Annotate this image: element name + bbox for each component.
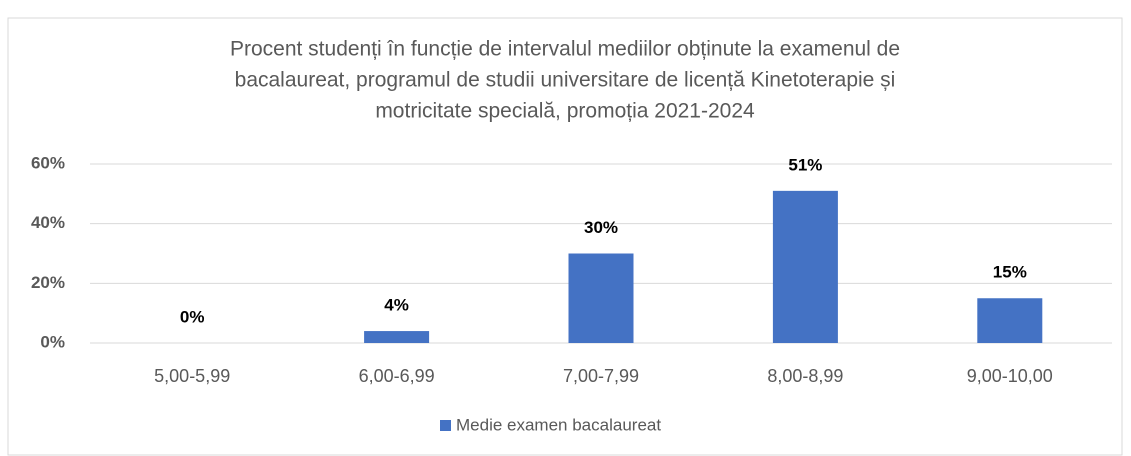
data-label: 15% (993, 263, 1027, 282)
data-label: 4% (384, 296, 409, 315)
data-label: 0% (180, 307, 205, 326)
data-label: 51% (788, 155, 822, 174)
chart-title: motricitate specială, promoția 2021-2024 (375, 100, 755, 123)
chart-frame (7, 17, 1123, 456)
chart-title: bacalaureat, programul de studii univers… (235, 69, 896, 92)
y-tick-label: 40% (31, 213, 65, 232)
bar (977, 298, 1043, 343)
x-tick-label: 8,00-8,99 (767, 366, 843, 386)
legend-swatch (440, 420, 451, 431)
x-tick-label: 5,00-5,99 (154, 366, 230, 386)
y-tick-label: 20% (31, 273, 65, 292)
data-label: 30% (584, 218, 618, 237)
y-tick-label: 0% (40, 332, 65, 351)
x-tick-label: 6,00-6,99 (359, 366, 435, 386)
bar (568, 253, 634, 343)
chart-title: Procent studenți în funcție de intervalu… (230, 38, 900, 61)
x-tick-label: 7,00-7,99 (563, 366, 639, 386)
x-tick-label: 9,00-10,00 (967, 366, 1053, 386)
bar (364, 331, 430, 343)
y-tick-label: 60% (31, 153, 65, 172)
legend-label: Medie examen bacalaureat (456, 415, 661, 434)
bar (772, 190, 838, 343)
